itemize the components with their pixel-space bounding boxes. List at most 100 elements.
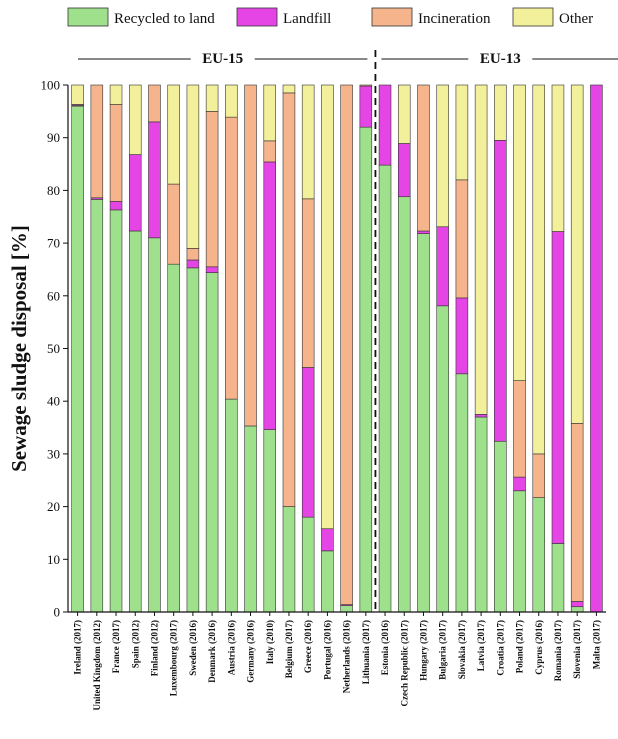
bar-segment <box>590 84 603 613</box>
x-tick-label: Latvia (2017) <box>476 620 486 671</box>
bar-segment <box>417 233 430 613</box>
x-tick-label: Estonia (2016) <box>380 620 390 675</box>
legend-swatch-2 <box>371 7 413 27</box>
bar-segment <box>263 161 277 430</box>
bar-segment <box>417 230 430 234</box>
bar-segment <box>397 84 411 144</box>
x-tick-label: Bulgaria (2017) <box>438 620 448 680</box>
bar-segment <box>551 543 565 613</box>
bar-segment <box>570 606 584 613</box>
bar-segment <box>148 121 161 239</box>
x-tick-label: Spain (2012) <box>130 620 140 668</box>
y-tick-label: 60 <box>47 288 60 303</box>
y-tick-label: 40 <box>47 394 60 409</box>
x-tick-label: France (2017) <box>111 620 121 673</box>
bar-segment <box>513 476 526 492</box>
bar-segment <box>570 423 584 602</box>
x-tick-label: Romania (2017) <box>553 620 563 681</box>
bar-segment <box>205 84 219 112</box>
bar-segment <box>244 425 257 613</box>
bar-segment <box>455 179 469 299</box>
bar-segment <box>109 104 123 202</box>
bar-segment <box>513 490 526 613</box>
bar-segment <box>186 267 200 613</box>
bar-segment <box>359 84 373 87</box>
legend-swatch-1 <box>236 7 278 27</box>
bar-segment <box>417 84 430 232</box>
group-label-0: EU-15 <box>202 51 243 67</box>
bar-segment <box>321 528 334 552</box>
y-tick-label: 20 <box>47 499 60 514</box>
y-tick-label: 80 <box>47 183 60 198</box>
x-tick-label: United Kingdom (2012) <box>92 620 102 711</box>
y-tick-label: 0 <box>54 605 61 620</box>
bar-segment <box>148 237 161 613</box>
bar-segment <box>532 84 546 455</box>
bar-segment <box>128 230 142 613</box>
bar-segment <box>109 84 123 105</box>
bar-segment <box>225 116 238 400</box>
bar-segment <box>282 84 296 94</box>
bar-segment <box>301 516 315 613</box>
legend-label-1: Landfill <box>283 11 331 27</box>
bar-segment <box>436 305 449 613</box>
bar-segment <box>551 231 565 544</box>
bar-segment <box>301 198 315 368</box>
bar-segment <box>474 416 488 613</box>
legend-swatch-0 <box>67 7 109 27</box>
legend-label-2: Incineration <box>418 11 491 27</box>
x-tick-label: Lithuania (2017) <box>361 620 371 684</box>
bar-segment <box>455 84 469 181</box>
bar-segment <box>513 380 526 478</box>
x-tick-label: Croatia (2017) <box>495 620 505 676</box>
x-tick-label: Luxembourg (2017) <box>169 620 179 696</box>
bar-segment <box>551 84 565 232</box>
bar-segment <box>128 84 142 155</box>
bar-segment <box>378 164 392 613</box>
bar-segment <box>109 209 123 613</box>
bar-segment <box>340 605 353 613</box>
bar-segment <box>263 429 277 613</box>
bar-segment <box>71 105 84 613</box>
bar-segment <box>128 154 142 232</box>
x-tick-label: Belgium (2017) <box>284 620 294 678</box>
bar-segment <box>532 497 546 613</box>
bar-segment <box>263 84 277 142</box>
bar-segment <box>494 84 507 141</box>
x-tick-label: Malta (2017) <box>591 620 601 669</box>
y-tick-label: 70 <box>47 236 60 251</box>
bar-segment <box>186 259 200 269</box>
legend-swatch-3 <box>512 7 554 27</box>
bar-segment <box>494 440 507 613</box>
bar-segment <box>378 84 392 166</box>
bar-segment <box>397 143 411 198</box>
bar-segment <box>205 111 219 268</box>
bar-segment <box>301 367 315 518</box>
group-label-1: EU-13 <box>480 51 521 67</box>
bar-segment <box>340 84 353 605</box>
x-tick-label: Ireland (2017) <box>73 620 83 675</box>
x-tick-label: Cyprus (2016) <box>534 620 544 675</box>
x-tick-label: Denmark (2016) <box>207 620 217 683</box>
bar-segment <box>90 199 104 613</box>
legend-label-3: Other <box>559 11 593 27</box>
bar-segment <box>282 92 296 507</box>
x-tick-label: Italy (2010) <box>265 620 275 664</box>
bar-segment <box>570 601 584 608</box>
y-tick-label: 10 <box>47 552 60 567</box>
bar-segment <box>109 201 123 211</box>
x-tick-label: Slovenia (2017) <box>572 620 582 679</box>
bar-segment <box>570 84 584 424</box>
bar-segment <box>186 84 200 249</box>
x-tick-label: Sweden (2016) <box>188 620 198 676</box>
bar-segment <box>225 84 238 118</box>
y-tick-label: 30 <box>47 446 60 461</box>
bar-segment <box>90 84 104 199</box>
bar-segment <box>359 85 373 128</box>
x-tick-label: Portugal (2016) <box>322 620 332 680</box>
x-tick-label: Czech Republic (2017) <box>399 620 409 707</box>
bar-segment <box>397 196 411 613</box>
bar-segment <box>263 140 277 163</box>
bar-segment <box>167 183 180 265</box>
